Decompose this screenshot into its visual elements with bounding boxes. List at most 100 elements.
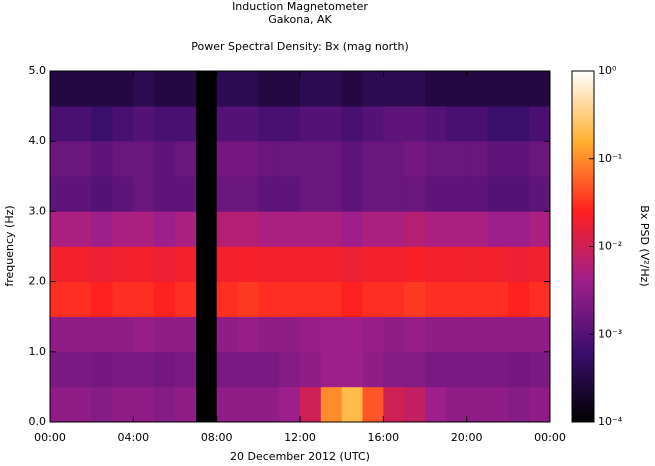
heatmap-cell (300, 386, 322, 423)
heatmap-cell (445, 141, 467, 177)
heatmap-cell (466, 316, 488, 353)
heatmap-cell (383, 141, 405, 177)
heatmap-cell (154, 316, 176, 353)
heatmap-cell (508, 246, 530, 282)
colorbar-tick-label: 10⁻¹ (598, 152, 622, 165)
heatmap-cell (258, 386, 280, 423)
heatmap-cell (425, 246, 447, 282)
heatmap-cell (300, 211, 322, 247)
heatmap-cell (279, 386, 301, 423)
heatmap-cell (279, 106, 301, 142)
chart-title: Induction Magnetometer (232, 0, 368, 13)
heatmap-cell (91, 246, 113, 282)
heatmap-cell (300, 316, 322, 353)
y-tick-label: 1.0 (29, 345, 47, 358)
heatmap-cell (216, 106, 238, 142)
heatmap-cell (300, 246, 322, 282)
x-tick-label: 00:00 (534, 431, 566, 444)
heatmap-cell (216, 71, 238, 107)
heatmap-cell (466, 71, 488, 107)
heatmap-cell (91, 281, 113, 317)
heatmap-cell (112, 351, 134, 388)
y-tick-label: 4.0 (29, 134, 47, 147)
heatmap-cell (216, 176, 238, 212)
heatmap-cell (383, 246, 405, 282)
heatmap-cell (258, 106, 280, 142)
heatmap-cell (341, 71, 363, 107)
heatmap-cell (50, 281, 72, 317)
heatmap-cell (258, 71, 280, 107)
heatmap-cell (133, 386, 155, 423)
heatmap-cell (50, 176, 72, 212)
heatmap-cell (279, 281, 301, 317)
heatmap-cell (112, 386, 134, 423)
heatmap-cell (320, 386, 342, 423)
heatmap-cell (341, 246, 363, 282)
heatmap-cell (300, 71, 322, 107)
colorbar-tick-label: 10⁻³ (598, 327, 622, 340)
heatmap-cell (50, 386, 72, 423)
heatmap-cell (154, 71, 176, 107)
heatmap-cell (445, 211, 467, 247)
heatmap-cell (529, 106, 551, 142)
heatmap-cell (404, 71, 426, 107)
heatmap-cell (487, 106, 509, 142)
heatmap-cell (487, 71, 509, 107)
heatmap-cell (112, 176, 134, 212)
heatmap-cell (50, 141, 72, 177)
heatmap-cell (425, 316, 447, 353)
heatmap-cell (154, 106, 176, 142)
heatmap-cell (279, 71, 301, 107)
heatmap-cell (320, 211, 342, 247)
heatmap-cell (50, 316, 72, 353)
heatmap-cell (112, 211, 134, 247)
heatmap-cell (341, 141, 363, 177)
heatmap-cell (425, 106, 447, 142)
heatmap-cell (91, 211, 113, 247)
heatmap-cell (175, 246, 197, 282)
heatmap-cell (362, 71, 384, 107)
heatmap-cell (154, 386, 176, 423)
heatmap-cell (404, 106, 426, 142)
heatmap-cell (91, 351, 113, 388)
heatmap-cell (279, 246, 301, 282)
heatmap-cell (383, 176, 405, 212)
heatmap-cell (112, 316, 134, 353)
heatmap-cell (487, 211, 509, 247)
x-tick-label: 04:00 (117, 431, 149, 444)
heatmap-cell (445, 71, 467, 107)
heatmap-cell (383, 386, 405, 423)
heatmap-cell (404, 386, 426, 423)
heatmap-cell (237, 141, 259, 177)
heatmap-cell (154, 211, 176, 247)
heatmap-cell (362, 316, 384, 353)
heatmap-cell (445, 351, 467, 388)
heatmap-cell (445, 386, 467, 423)
heatmap-cell (425, 71, 447, 107)
heatmap-cell (404, 176, 426, 212)
heatmap-cell (341, 176, 363, 212)
heatmap-cell (133, 246, 155, 282)
heatmap-cell (50, 71, 72, 107)
plot-title: Power Spectral Density: Bx (mag north) (191, 40, 408, 53)
heatmap-cell (320, 141, 342, 177)
heatmap-cell (529, 246, 551, 282)
heatmap-cell (112, 246, 134, 282)
heatmap-cell (112, 106, 134, 142)
heatmap-cell (383, 351, 405, 388)
heatmap-cell (237, 211, 259, 247)
heatmap-cell (154, 246, 176, 282)
heatmap-cell (70, 386, 92, 423)
heatmap-cell (487, 141, 509, 177)
heatmap-cell (362, 246, 384, 282)
heatmap-cell (258, 351, 280, 388)
heatmap-cell (50, 351, 72, 388)
heatmap-cell (404, 316, 426, 353)
heatmap-cell (279, 211, 301, 247)
heatmap-cell (466, 211, 488, 247)
heatmap-cell (300, 351, 322, 388)
heatmap-cell (487, 351, 509, 388)
x-tick-label: 12:00 (284, 431, 316, 444)
heatmap-cell (154, 281, 176, 317)
heatmap-cell (91, 106, 113, 142)
